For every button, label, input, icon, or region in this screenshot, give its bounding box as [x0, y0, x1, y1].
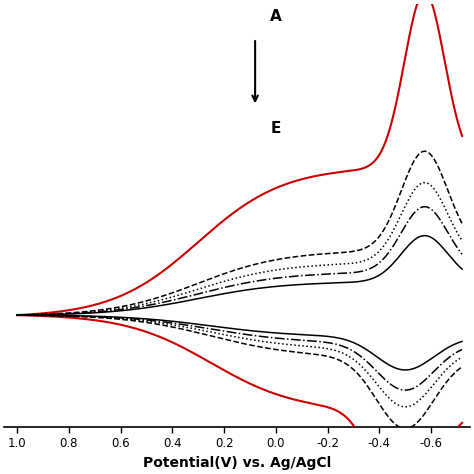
X-axis label: Potential(V) vs. Ag/AgCl: Potential(V) vs. Ag/AgCl — [143, 456, 331, 470]
Text: E: E — [271, 121, 281, 136]
Text: A: A — [270, 9, 282, 24]
